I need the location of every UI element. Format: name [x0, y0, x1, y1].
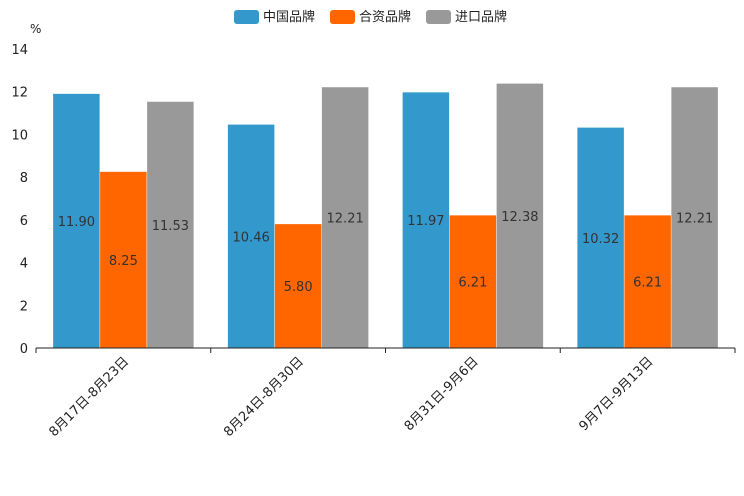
y-tick-label: 4 — [20, 257, 28, 272]
y-axis: 0 2 4 6 8 10 12 14 — [11, 43, 28, 357]
bars — [53, 84, 718, 348]
data-label-2-0: 11.53 — [152, 219, 189, 234]
legend-label-2: 进口品牌 — [455, 9, 507, 25]
data-label-1-0: 8.25 — [109, 254, 138, 269]
data-label-0-3: 10.32 — [582, 232, 619, 247]
data-label-1-2: 6.21 — [458, 276, 487, 291]
x-category-label-0: 8月17日-8月23日 — [46, 354, 132, 440]
legend: 中国品牌 合资品牌 进口品牌 — [234, 9, 507, 25]
x-category-label-2: 8月31日-9月6日 — [402, 354, 482, 434]
legend-swatch-0 — [234, 10, 259, 24]
data-label-2-2: 12.38 — [501, 210, 538, 225]
data-label-1-3: 6.21 — [633, 276, 662, 291]
legend-swatch-2 — [426, 10, 451, 24]
legend-label-1: 合资品牌 — [359, 9, 411, 25]
y-tick-label: 2 — [20, 299, 28, 314]
legend-swatch-1 — [330, 10, 355, 24]
data-label-0-0: 11.90 — [58, 215, 95, 230]
y-axis-unit: % — [30, 22, 41, 36]
data-label-2-3: 12.21 — [676, 212, 713, 227]
y-tick-label: 12 — [11, 86, 28, 101]
x-category-label-3: 9月7日-9月13日 — [577, 354, 657, 434]
data-label-0-2: 11.97 — [407, 214, 444, 229]
y-tick-label: 10 — [11, 128, 28, 143]
y-tick-label: 6 — [20, 214, 28, 229]
data-label-0-1: 10.46 — [233, 230, 270, 245]
y-tick-label: 14 — [11, 43, 28, 58]
bar-chart: 中国品牌 合资品牌 进口品牌 % 0 2 4 6 8 10 12 14 11.90 8.25 11.5… — [0, 0, 744, 496]
y-tick-label: 8 — [20, 171, 28, 186]
x-axis: 8月17日-8月23日 8月24日-8月30日 8月31日-9月6日 9月7日-9月1… — [36, 348, 735, 440]
y-tick-label: 0 — [20, 342, 28, 357]
x-category-label-1: 8月24日-8月30日 — [221, 354, 307, 440]
data-label-1-1: 5.80 — [284, 280, 313, 295]
data-label-2-1: 12.21 — [327, 212, 364, 227]
legend-label-0: 中国品牌 — [263, 9, 315, 25]
